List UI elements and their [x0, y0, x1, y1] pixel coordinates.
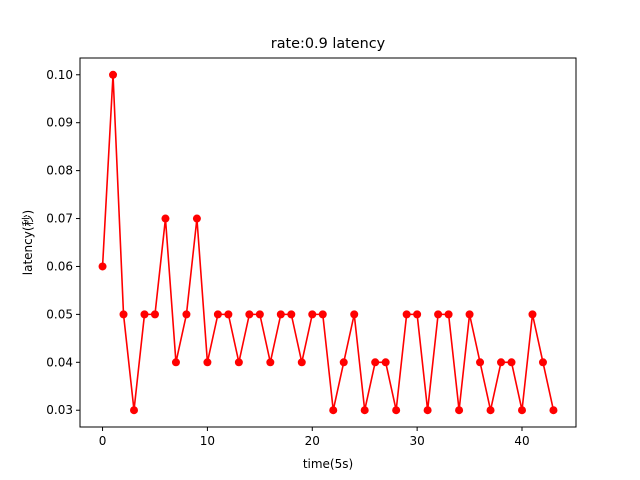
x-tick-label: 30: [409, 434, 424, 448]
data-point: [245, 310, 254, 319]
data-point: [497, 358, 506, 367]
data-point: [140, 310, 149, 319]
data-point: [528, 310, 537, 319]
data-point: [455, 406, 464, 415]
y-axis-ticks: 0.03 0.04 0.05 0.06 0.07 0.08 0.09 0.10: [46, 68, 80, 417]
x-tick-label: 10: [200, 434, 215, 448]
data-point: [538, 358, 547, 367]
data-point: [434, 310, 443, 319]
data-point: [465, 310, 474, 319]
chart-title: rate:0.9 latency: [271, 36, 386, 52]
x-axis-ticks: 0 10 20 30 40: [99, 427, 530, 448]
x-tick-label: 0: [99, 434, 107, 448]
data-point: [329, 406, 338, 415]
data-point: [308, 310, 317, 319]
y-tick-label: 0.09: [46, 116, 73, 130]
data-point: [182, 310, 191, 319]
data-point: [423, 406, 432, 415]
data-point: [486, 406, 495, 415]
x-axis-label: time(5s): [303, 457, 353, 471]
data-point: [276, 310, 285, 319]
y-tick-label: 0.10: [46, 68, 73, 82]
y-tick-label: 0.06: [46, 259, 73, 273]
data-point: [98, 262, 107, 271]
data-point: [360, 406, 369, 415]
data-point: [287, 310, 296, 319]
data-point: [255, 310, 264, 319]
y-tick-label: 0.03: [46, 403, 73, 417]
data-point: [402, 310, 411, 319]
data-point: [109, 70, 118, 79]
y-axis-label: latency(秒): [21, 210, 35, 275]
series-line: [101, 73, 555, 412]
data-point: [171, 358, 180, 367]
y-tick-label: 0.07: [46, 212, 73, 226]
data-point: [339, 358, 348, 367]
data-point: [444, 310, 453, 319]
data-point: [318, 310, 327, 319]
data-point: [371, 358, 380, 367]
data-point: [192, 214, 201, 223]
data-point: [518, 406, 526, 415]
series-layer: [98, 70, 558, 415]
data-point: [130, 406, 138, 415]
data-point: [381, 358, 390, 367]
data-point: [350, 310, 359, 319]
y-tick-label: 0.04: [46, 355, 73, 369]
data-point: [392, 406, 401, 415]
data-point: [150, 310, 159, 319]
data-point: [549, 406, 558, 415]
x-tick-label: 20: [305, 434, 320, 448]
data-point: [507, 358, 516, 367]
data-point: [476, 358, 485, 367]
axes-frame: [79, 57, 577, 428]
data-point: [203, 358, 212, 367]
data-point: [161, 214, 170, 223]
data-point: [266, 358, 275, 367]
data-point: [213, 310, 222, 319]
x-tick-label: 40: [514, 434, 529, 448]
data-point: [234, 358, 243, 367]
data-point: [297, 358, 306, 367]
y-tick-label: 0.08: [46, 164, 73, 178]
y-tick-label: 0.05: [46, 307, 73, 321]
data-point: [413, 310, 422, 319]
data-point: [224, 310, 233, 319]
data-point: [119, 310, 128, 319]
